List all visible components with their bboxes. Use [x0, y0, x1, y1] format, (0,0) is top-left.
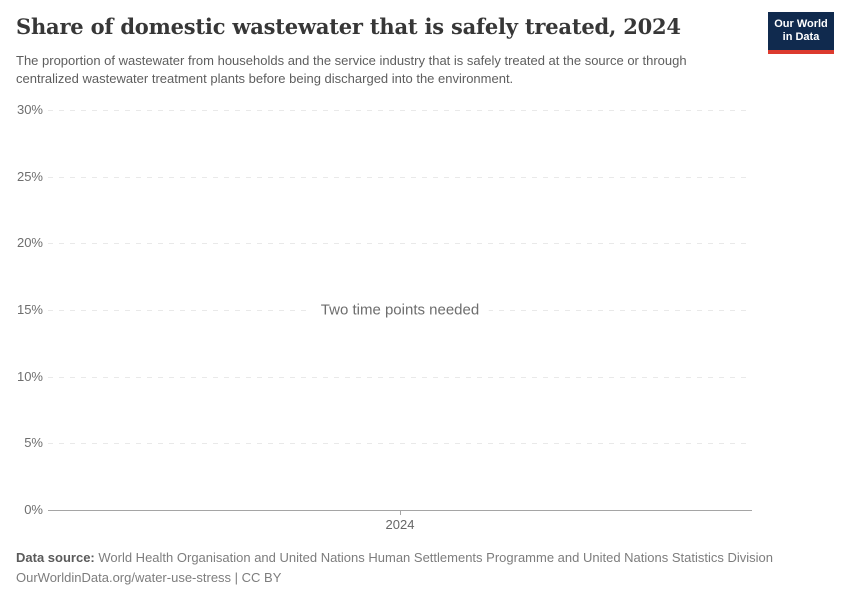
- chart-title: Share of domestic wastewater that is saf…: [16, 14, 681, 39]
- footer-separator: |: [231, 570, 242, 585]
- empty-state-message: Two time points needed: [310, 299, 490, 321]
- footer-url-link[interactable]: OurWorldinData.org/water-use-stress: [16, 570, 232, 585]
- owid-logo-line2: in Data: [782, 31, 820, 43]
- gridline-5: [48, 443, 752, 445]
- y-axis: 0% 5% 10% 15% 20% 25% 30%: [0, 103, 43, 517]
- y-tick-label-0: 0%: [24, 502, 43, 517]
- gridline-20: [48, 243, 752, 245]
- x-tick-label: 2024: [385, 517, 415, 532]
- chart-subtitle: The proportion of wastewater from househ…: [16, 53, 687, 86]
- y-tick-label-30: 30%: [16, 102, 43, 117]
- footer-license-link[interactable]: CC BY: [241, 570, 282, 585]
- data-source-line: Data source: World Health Organisation a…: [16, 548, 796, 568]
- y-tick-label-10: 10%: [16, 368, 43, 384]
- data-source-label: Data source:: [16, 550, 95, 565]
- gridline-10: [48, 376, 752, 378]
- y-tick-label-25: 25%: [16, 168, 43, 184]
- chart-footer: Data source: World Health Organisation a…: [16, 548, 796, 588]
- license-line: OurWorldinData.org/water-use-stress | CC…: [16, 568, 796, 588]
- data-source-text: World Health Organisation and United Nat…: [94, 550, 773, 565]
- owid-logo: Our World in Data: [768, 12, 834, 54]
- gridline-30: [48, 110, 752, 111]
- y-tick-label-15: 15%: [16, 302, 43, 317]
- gridline-25: [48, 176, 752, 178]
- y-tick-label-5: 5%: [24, 435, 43, 451]
- plot-area: Two time points needed 2024: [48, 110, 752, 532]
- x-tick-mark: [400, 510, 401, 515]
- owid-logo-line1: Our World: [774, 18, 828, 30]
- y-tick-label-20: 20%: [16, 235, 43, 251]
